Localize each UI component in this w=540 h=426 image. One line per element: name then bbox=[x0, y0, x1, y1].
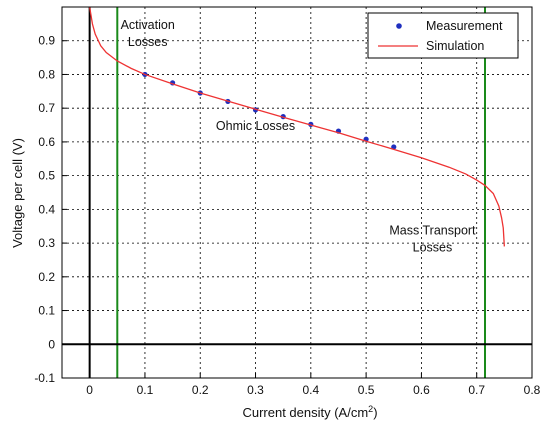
legend: Measurement Simulation bbox=[367, 12, 519, 59]
y-tick-label: 0.6 bbox=[38, 135, 55, 149]
y-tick-label: 0.3 bbox=[38, 236, 55, 250]
x-tick-label: 0.1 bbox=[137, 383, 154, 397]
legend-simulation-label: Simulation bbox=[426, 39, 484, 53]
annotation-label: Mass Transport bbox=[389, 224, 476, 238]
legend-measurement-label: Measurement bbox=[426, 19, 503, 33]
plot-frame bbox=[61, 6, 533, 379]
x-axis-label: Current density (A/cm2) bbox=[242, 404, 377, 420]
y-tick-label: 0.2 bbox=[38, 270, 55, 284]
annotation-label: Losses bbox=[128, 35, 168, 49]
annotation-label: Ohmic Losses bbox=[216, 119, 295, 133]
x-tick-label: 0.2 bbox=[192, 383, 209, 397]
x-tick-label: 0.7 bbox=[468, 383, 485, 397]
y-tick-label: 0.5 bbox=[38, 169, 55, 183]
x-tick-label: 0.8 bbox=[524, 383, 540, 397]
series-layer bbox=[89, 6, 505, 247]
tick-layer: 0 0.1 0.2 0.3 0.4 0.5 0.6 0.7 0.8 -0.1 0 0.1 0.2 0.3 0… bbox=[34, 34, 540, 397]
y-tick-label: 0.8 bbox=[38, 67, 55, 81]
grid-layer bbox=[62, 7, 533, 379]
simulation-curve bbox=[89, 6, 505, 247]
x-tick-label: 0.6 bbox=[413, 383, 430, 397]
x-axis-label-superscript: 2 bbox=[368, 404, 373, 414]
x-tick-label: 0.4 bbox=[302, 383, 319, 397]
reference-lines-layer bbox=[62, 7, 532, 378]
y-axis-label: Voltage per cell (V) bbox=[10, 138, 25, 248]
y-tick-label: 0.4 bbox=[38, 202, 55, 216]
measurement-point bbox=[391, 144, 397, 150]
annotation-label: Losses bbox=[413, 241, 453, 255]
annotation-layer: Activation Losses Ohmic Losses Mass Transpo… bbox=[121, 18, 476, 255]
annotation-label: Activation bbox=[121, 18, 175, 32]
y-tick-label: 0 bbox=[48, 337, 55, 351]
x-tick-label: 0 bbox=[86, 383, 93, 397]
legend-measurement-marker bbox=[396, 23, 402, 29]
x-tick-label: 0.3 bbox=[247, 383, 264, 397]
y-tick-label: 0.9 bbox=[38, 34, 55, 48]
y-tick-label: -0.1 bbox=[34, 371, 55, 385]
legend-box bbox=[367, 12, 519, 59]
y-tick-label: 0.1 bbox=[38, 304, 55, 318]
x-tick-label: 0.5 bbox=[358, 383, 375, 397]
y-tick-label: 0.7 bbox=[38, 101, 55, 115]
